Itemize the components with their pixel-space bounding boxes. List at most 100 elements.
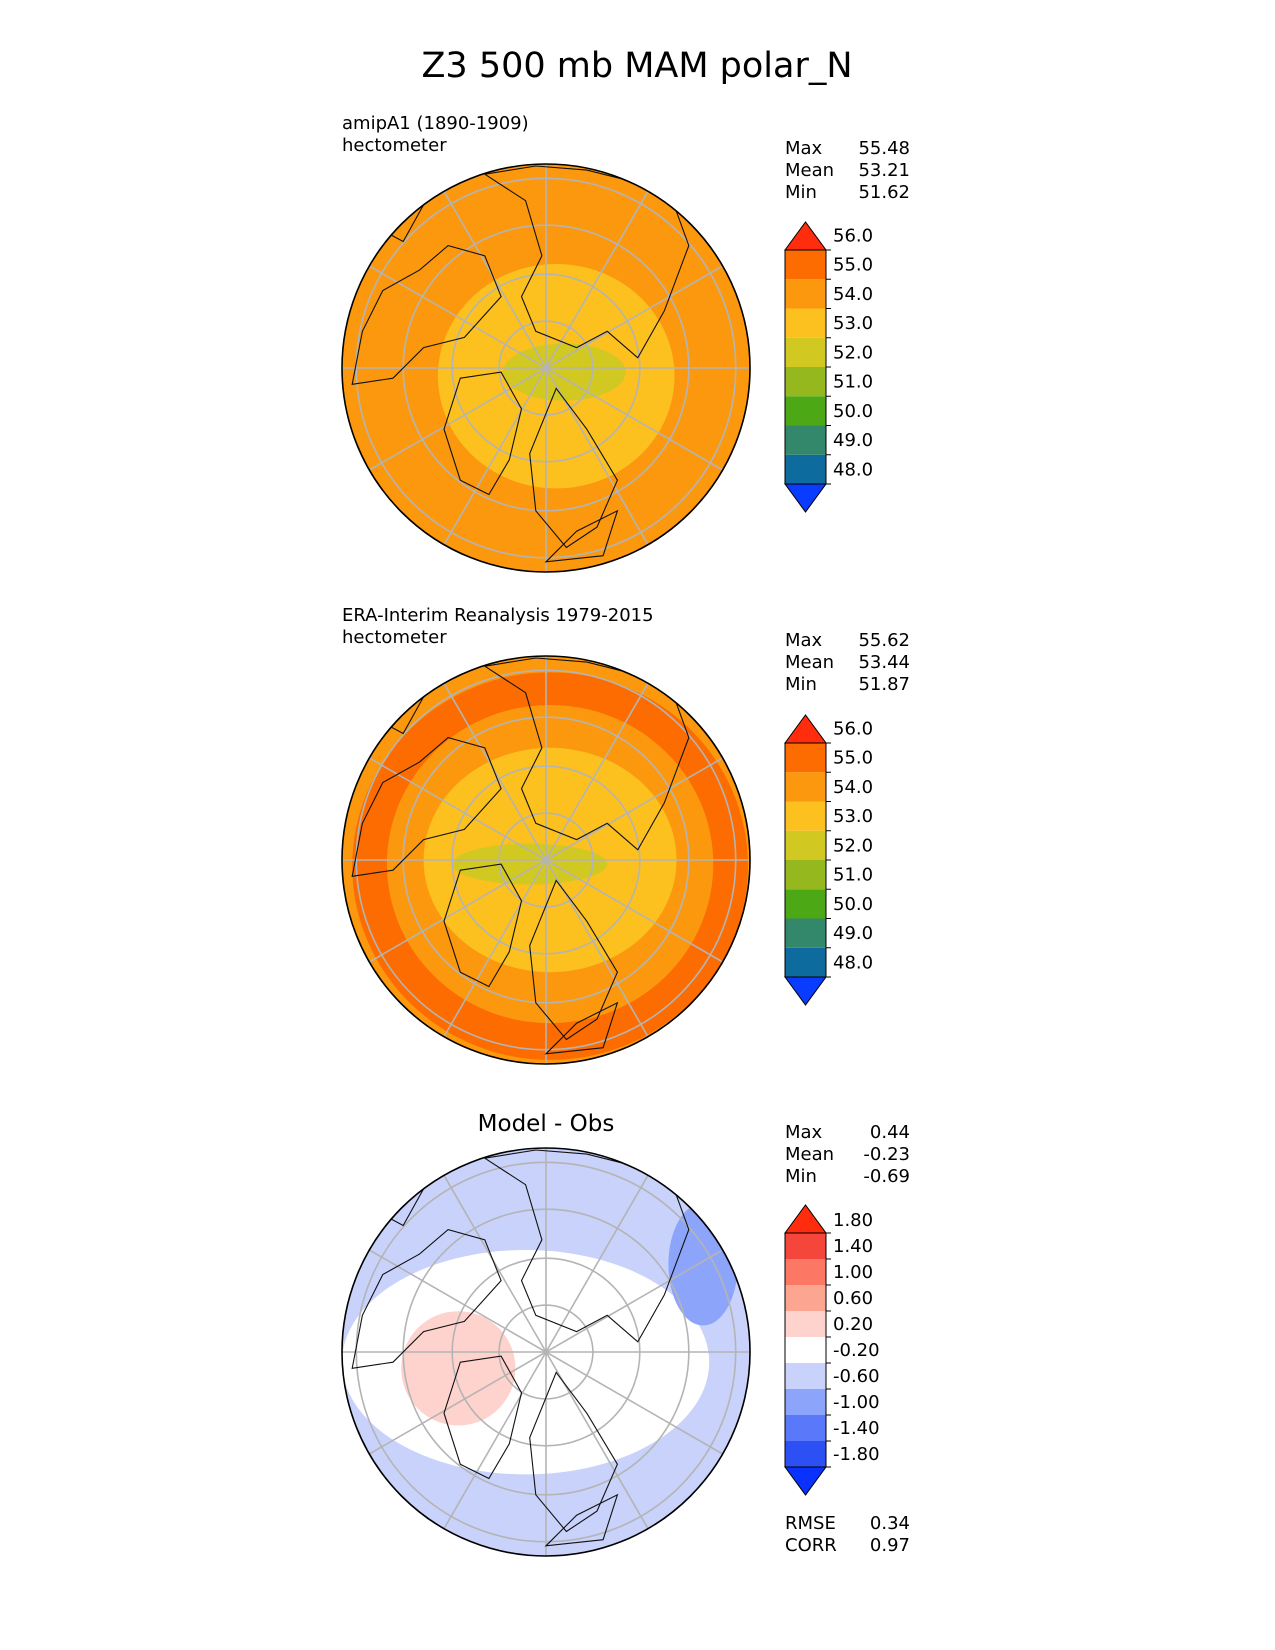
field-region-neutral <box>342 1250 710 1475</box>
colorbar-tick-label: 49.0 <box>833 923 873 944</box>
field-region-52 <box>452 843 608 885</box>
stat-label-max: Max <box>785 138 823 159</box>
panel-reference: ERA-Interim Reanalysis 1979-2015hectomet… <box>341 605 910 1065</box>
colorbar-tick-label: -1.40 <box>833 1418 880 1439</box>
colorbar-tick-label: 53.0 <box>833 313 873 334</box>
colorbar-tick-label: 53.0 <box>833 806 873 827</box>
map-field <box>342 656 750 1064</box>
coastline <box>529 879 619 1041</box>
colorbar-tick-label: -0.20 <box>833 1340 880 1361</box>
colorbar-bin <box>785 367 826 397</box>
coastline <box>351 1228 502 1369</box>
colorbar-tick-label: 52.0 <box>833 342 873 363</box>
colorbar-min-extension <box>784 1466 827 1496</box>
stat-value-min: -0.69 <box>863 1166 910 1187</box>
coastline <box>529 387 619 549</box>
colorbar-tick-label: 49.0 <box>833 430 873 451</box>
panel-left-label: amipA1 (1890-1909) <box>342 113 529 134</box>
longitude-line <box>368 757 724 963</box>
panel-test: amipA1 (1890-1909)hectometer Max 55.48 Mean… <box>341 113 910 573</box>
colorbar-bin <box>785 772 826 802</box>
panel-units: hectometer <box>342 135 447 156</box>
panel-diff: Model - Obs Max 0.44 Mean -0.23 Min -0.69 -1.80… <box>341 1111 910 1557</box>
colorbar-bin <box>785 801 826 831</box>
colorbar-tick-label: 55.0 <box>833 748 873 769</box>
footer-stat-label-corr: CORR <box>785 1535 837 1556</box>
colorbar-tick-label: 0.20 <box>833 1314 873 1335</box>
stat-value-min: 51.87 <box>858 674 910 695</box>
colorbar-tick-label: 56.0 <box>833 718 873 739</box>
colorbar-tick-label: 1.80 <box>833 1210 873 1231</box>
colorbar-max-extension <box>784 1204 827 1234</box>
stat-value-mean: 53.21 <box>858 160 910 181</box>
graticule <box>342 656 750 1064</box>
panel-units: hectometer <box>342 627 447 648</box>
colorbar-bin <box>785 1285 826 1311</box>
map-boundary <box>341 655 751 1065</box>
footer-stat-value-rmse: 0.34 <box>870 1513 910 1534</box>
colorbar-tick-label: -1.00 <box>833 1392 880 1413</box>
colorbar-min-extension <box>784 483 827 513</box>
colorbar: -1.80 -1.40 -1.00 -0.60 -0.20 0.20 0.60 1.00 1.4… <box>784 1204 880 1496</box>
coastline <box>483 165 690 359</box>
colorbar-bin <box>785 1259 826 1285</box>
colorbar-tick-label: 54.0 <box>833 284 873 305</box>
field-region-52 <box>503 343 626 401</box>
colorbar-tick-label: 50.0 <box>833 401 873 422</box>
colorbar-tick-label: 52.0 <box>833 835 873 856</box>
panel-title: Model - Obs <box>478 1111 615 1137</box>
map-field <box>342 1148 750 1556</box>
map-boundary <box>341 1147 751 1557</box>
colorbar-tick-label: 54.0 <box>833 777 873 798</box>
footer-stat-value-corr: 0.97 <box>870 1535 910 1556</box>
stat-value-mean: -0.23 <box>863 1144 910 1165</box>
colorbar-bin <box>785 1363 826 1389</box>
colorbar-bin <box>785 1389 826 1415</box>
coastline <box>544 509 619 563</box>
colorbar-bin <box>785 279 826 309</box>
colorbar-bin <box>785 396 826 426</box>
colorbar-bin <box>785 918 826 948</box>
panel-left-label: ERA-Interim Reanalysis 1979-2015 <box>342 605 654 626</box>
colorbar-tick-label: 1.00 <box>833 1262 873 1283</box>
colorbar-bin <box>785 1233 826 1259</box>
colorbar-bin <box>785 337 826 367</box>
colorbar-tick-label: 55.0 <box>833 255 873 276</box>
colorbar-tick-label: 48.0 <box>833 459 873 480</box>
colorbar: 48.0 49.0 50.0 51.0 52.0 53.0 54.0 55.0 56.0 <box>784 221 873 513</box>
coastline <box>351 244 502 385</box>
colorbar-bin <box>785 743 826 773</box>
stat-label-mean: Mean <box>785 652 834 673</box>
colorbar-max-extension <box>784 714 827 744</box>
longitude-line <box>368 1249 724 1455</box>
longitude-line <box>368 265 724 471</box>
colorbar-bin <box>785 454 826 484</box>
colorbar-tick-label: 51.0 <box>833 372 873 393</box>
colorbar-max-extension <box>784 221 827 251</box>
stat-value-max: 55.48 <box>858 138 910 159</box>
stat-label-max: Max <box>785 630 823 651</box>
coastline <box>544 1493 619 1547</box>
colorbar-bin <box>785 308 826 338</box>
colorbar-tick-label: 50.0 <box>833 894 873 915</box>
colorbar-bin <box>785 425 826 455</box>
map-boundary <box>341 163 751 573</box>
coastline <box>443 371 523 496</box>
stat-label-min: Min <box>785 674 817 695</box>
stat-label-max: Max <box>785 1122 823 1143</box>
colorbar-tick-label: -0.60 <box>833 1366 880 1387</box>
stat-value-mean: 53.44 <box>858 652 910 673</box>
colorbar-bin <box>785 889 826 919</box>
colorbar-bin <box>785 1337 826 1363</box>
map-field <box>342 164 750 572</box>
stat-label-mean: Mean <box>785 1144 834 1165</box>
coastlines <box>351 1149 690 1547</box>
colorbar-tick-label: 0.60 <box>833 1288 873 1309</box>
colorbar-frame <box>784 1232 827 1468</box>
colorbar-bin <box>785 860 826 890</box>
stat-label-min: Min <box>785 1166 817 1187</box>
coastline <box>443 1355 523 1480</box>
coastline <box>544 1001 619 1055</box>
stat-label-min: Min <box>785 182 817 203</box>
